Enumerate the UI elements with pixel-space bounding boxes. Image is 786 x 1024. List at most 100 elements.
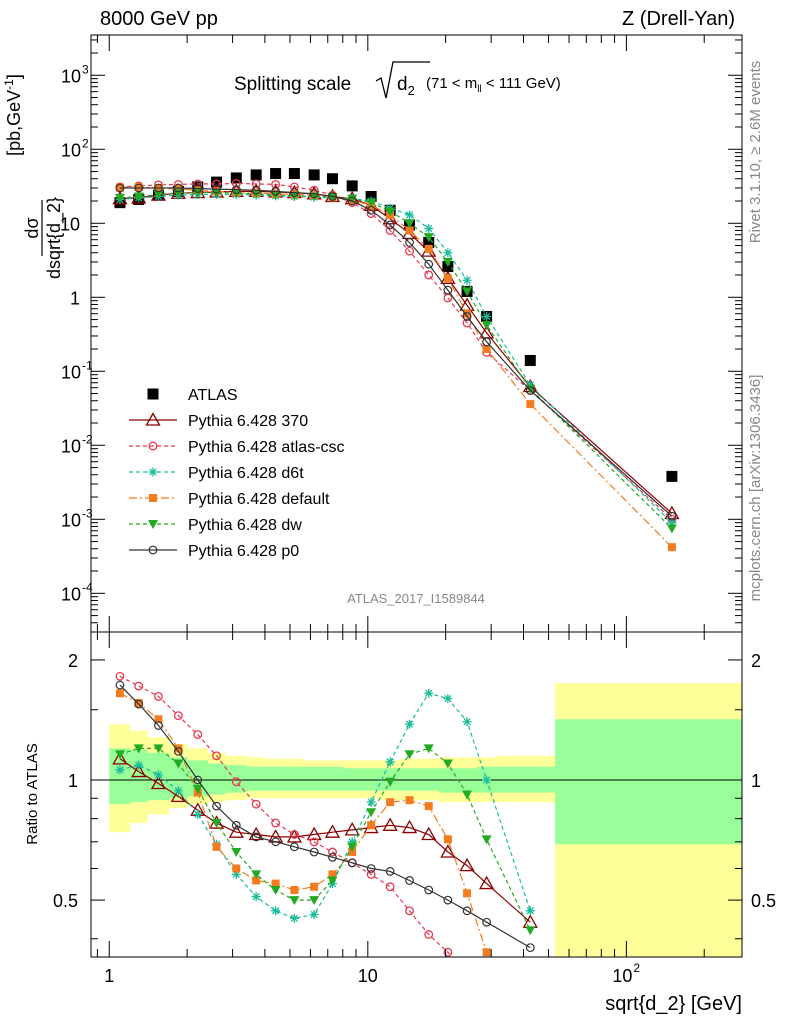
point-pythia-6-428-p0-20	[525, 386, 535, 395]
point-pythia-6-428-default-0	[115, 183, 124, 192]
ratio-frame	[90, 631, 743, 958]
ratio-point-pythia-6-428-default-14	[386, 798, 395, 807]
point-pythia-6-428-d6t-16	[424, 223, 434, 233]
ratio-point-pythia-6-428-dw-13	[366, 808, 377, 818]
main-y-tick-label-6: 10	[61, 140, 81, 160]
point-atlas-20	[524, 354, 536, 366]
main-y-tick-label-0: 10	[61, 584, 81, 604]
ratio-point-pythia-6-428-default-10	[310, 882, 319, 891]
point-pythia-6-428-p0-12	[347, 196, 357, 206]
point-pythia-6-428-atlas-csc-14	[385, 225, 395, 235]
main-y-axis-label: dσ dsqrt{d_2}	[22, 197, 65, 279]
main-y-tick-exp-6: 2	[82, 136, 89, 150]
point-pythia-6-428-default-16	[424, 244, 433, 253]
x-axis-label: sqrt{d_2} [GeV]	[605, 993, 742, 1015]
ratio-point-pythia-6-428-d6t-3	[173, 786, 183, 796]
ratio-point-pythia-6-428-370-2	[150, 775, 167, 790]
point-pythia-6-428-dw-17	[442, 257, 453, 267]
ratio-point-pythia-6-428-atlas-csc-8	[271, 818, 281, 828]
ratio-point-pythia-6-428-default-16	[424, 802, 433, 811]
point-pythia-6-428-d6t-17	[443, 248, 453, 258]
ratio-point-pythia-6-428-atlas-csc-18	[463, 968, 471, 976]
ratio-point-pythia-6-428-atlas-csc-2	[154, 691, 163, 701]
ratio-point-pythia-6-428-370-6	[228, 824, 244, 838]
ratio-y-tick-label-0: 0.5	[53, 891, 78, 911]
point-pythia-6-428-p0-3	[173, 183, 183, 193]
ratio-point-pythia-6-428-d6t-10	[309, 910, 319, 920]
ratio-point-pythia-6-428-dw-12	[347, 842, 358, 852]
ratio-point-pythia-6-428-p0-12	[347, 858, 357, 868]
ratio-point-pythia-6-428-atlas-csc-14	[385, 882, 395, 892]
ratio-point-pythia-6-428-370-10	[306, 826, 322, 841]
ratio-point-pythia-6-428-dw-2	[153, 744, 164, 754]
point-pythia-6-428-p0-11	[328, 192, 337, 201]
point-atlas-9	[288, 168, 300, 180]
ratio-point-pythia-6-428-default-1	[134, 698, 143, 707]
ratio-point-pythia-6-428-default-0	[115, 689, 124, 698]
main-y-tick-label-5: 10	[60, 214, 80, 234]
ratio-point-pythia-6-428-atlas-csc-3	[173, 711, 183, 721]
ratio-point-pythia-6-428-p0-14	[385, 867, 395, 876]
point-pythia-6-428-atlas-csc-8	[271, 179, 281, 189]
ratio-line-pythia-6-428-p0	[119, 684, 531, 949]
main-y-tick-exp-1: -3	[82, 506, 93, 520]
ratio-point-pythia-6-428-p0-9	[289, 842, 299, 852]
svg-text:dσ: dσ	[22, 217, 42, 238]
point-pythia-6-428-p0-18	[462, 312, 472, 321]
ratio-point-pythia-6-428-default-13	[367, 821, 376, 830]
ratio-y-tick-label-1: 1	[68, 771, 78, 791]
point-pythia-6-428-p0-21	[667, 511, 677, 521]
point-atlas-21	[666, 470, 678, 482]
point-pythia-6-428-default-3	[174, 185, 183, 194]
ratio-point-pythia-6-428-atlas-csc-17	[443, 947, 453, 957]
ratio-point-pythia-6-428-dw-1	[133, 744, 144, 754]
point-pythia-6-428-p0-1	[134, 183, 144, 193]
ratio-point-pythia-6-428-default-18	[463, 889, 472, 898]
ratio-point-pythia-6-428-p0-13	[366, 864, 376, 873]
point-pythia-6-428-dw-11	[327, 193, 338, 203]
ratio-point-pythia-6-428-atlas-csc-1	[134, 681, 144, 691]
uncertainty-band-green-15	[399, 768, 420, 791]
ratio-point-pythia-6-428-p0-16	[424, 885, 434, 895]
ratio-point-pythia-6-428-dw-15	[404, 750, 415, 760]
title-sqrt-symbol	[375, 61, 430, 99]
ratio-point-pythia-6-428-p0-8	[271, 837, 281, 847]
point-pythia-6-428-dw-12	[347, 194, 358, 204]
ratio-point-pythia-6-428-p0-4	[193, 775, 203, 785]
ratio-point-pythia-6-428-d6t-20	[525, 906, 535, 916]
x-tick-label-2: 10	[612, 966, 632, 986]
svg-text:dsqrt{d_2}: dsqrt{d_2}	[44, 197, 65, 279]
main-plot-area	[112, 168, 680, 552]
ratio-point-pythia-6-428-dw-10	[309, 896, 320, 906]
point-pythia-6-428-p0-15	[405, 238, 414, 247]
title-range: (71 < mll < 111 GeV)	[426, 75, 561, 95]
series-line-pythia-6-428-atlas-csc	[119, 182, 673, 520]
point-pythia-6-428-p0-7	[251, 185, 261, 195]
ratio-point-pythia-6-428-370-16	[421, 826, 437, 841]
ratio-point-pythia-6-428-d6t-6	[231, 869, 241, 879]
ratio-point-pythia-6-428-d6t-14	[385, 757, 395, 767]
point-pythia-6-428-dw-2	[153, 190, 164, 200]
point-atlas-8	[270, 168, 282, 180]
ratio-point-pythia-6-428-370-7	[248, 826, 264, 841]
uncertainty-band-green-3	[168, 757, 188, 799]
ratio-point-pythia-6-428-default-12	[348, 847, 357, 856]
point-pythia-6-428-atlas-csc-7	[251, 179, 261, 189]
main-y-tick-label-4: 1	[70, 288, 80, 308]
ratio-point-pythia-6-428-dw-18	[462, 790, 473, 800]
source-label: mcplots.cern.ch [arXiv:1306.3436]	[747, 375, 764, 602]
series-line-pythia-6-428-dw	[119, 192, 673, 529]
point-pythia-6-428-p0-2	[154, 183, 163, 193]
uncertainty-band-green-16	[419, 768, 440, 791]
legend-label-pythia-6-428-dw: Pythia 6.428 dw	[188, 517, 302, 534]
ratio-point-pythia-6-428-370-1	[131, 763, 147, 778]
x-tick-exp-2: 2	[633, 961, 640, 975]
point-pythia-6-428-p0-9	[289, 188, 299, 197]
legend-marker-pythia-6-428-default	[149, 494, 157, 502]
ratio-point-pythia-6-428-370-5	[208, 815, 225, 829]
point-pythia-6-428-p0-4	[193, 184, 203, 193]
ratio-point-pythia-6-428-dw-8	[270, 885, 281, 895]
point-atlas-11	[326, 173, 338, 185]
ratio-point-pythia-6-428-dw-4	[192, 784, 203, 794]
